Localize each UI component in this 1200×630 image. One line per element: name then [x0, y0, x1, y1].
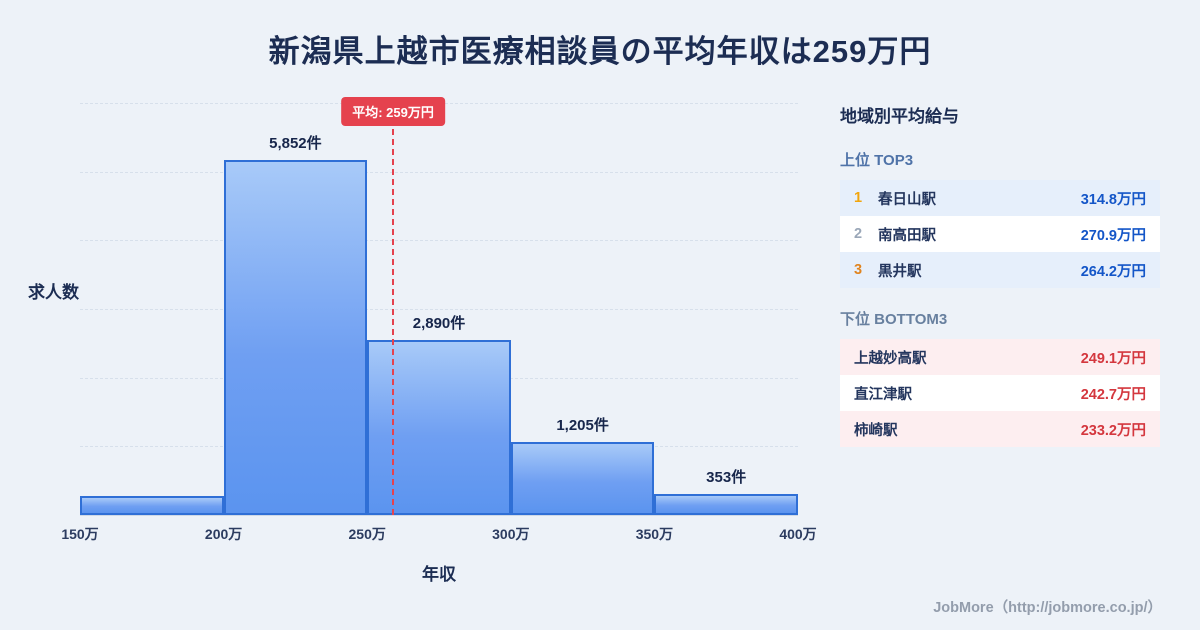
rank-number: 1 — [854, 190, 863, 206]
top3-label: 上位 TOP3 — [840, 152, 914, 169]
x-tick-label: 400万 — [779, 526, 817, 542]
bar-150万-200万 — [80, 495, 224, 515]
footer-credit: JobMore（http://jobmore.co.jp/） — [933, 600, 1162, 616]
bar-value-label: 2,890件 — [412, 314, 466, 332]
rank-number: 2 — [854, 226, 863, 242]
station-salary: 270.9万円 — [1080, 227, 1146, 244]
station-name: 春日山駅 — [878, 191, 936, 208]
x-tick-label: 250万 — [348, 526, 386, 542]
panel-heading: 地域別平均給与 — [840, 107, 959, 126]
station-salary: 249.1万円 — [1080, 350, 1146, 367]
gridline — [80, 309, 798, 310]
station-salary: 233.2万円 — [1080, 422, 1146, 439]
station-row: 3 黒井駅 264.2万円 — [840, 252, 1160, 288]
salary-histogram: 5,852件 2,890件 1,205件 353件 150万 200万 250万 300万 3… — [61, 97, 817, 542]
bar-350万-400万 — [654, 493, 798, 515]
bar-200万-250万 — [223, 160, 368, 515]
x-axis-label: 年収 — [422, 565, 456, 584]
station-salary: 264.2万円 — [1080, 263, 1146, 280]
gridline — [80, 171, 798, 173]
bottom3-table: 上越妙高駅 249.1万円直江津駅 242.7万円柿崎駅 233.2万円 — [840, 339, 1160, 447]
station-row: 上越妙高駅 249.1万円 — [840, 339, 1160, 375]
station-row: 柿崎駅 233.2万円 — [840, 411, 1160, 447]
top3-table: 1 春日山駅 314.8万円 2 南高田駅 270.9万円 3 黒井駅 264.2万円 — [840, 180, 1160, 288]
bar-300万-350万 — [510, 442, 655, 515]
station-salary: 242.7万円 — [1080, 386, 1146, 403]
y-axis-label: 求人数 — [28, 283, 79, 302]
x-tick-label: 150万 — [61, 526, 99, 542]
bar-250万-300万 — [367, 339, 511, 515]
average-badge: 平均: 259万円 — [341, 97, 445, 126]
region-salary-panel: 地域別平均給与 上位 TOP3 1 春日山駅 314.8万円 2 南高田駅 270.9万円… — [840, 102, 1160, 447]
x-tick-label: 350万 — [635, 526, 674, 542]
x-tick-label: 300万 — [492, 526, 530, 542]
station-name: 柿崎駅 — [854, 422, 898, 439]
x-tick-label: 200万 — [204, 526, 243, 542]
gridline — [80, 240, 798, 242]
station-name: 上越妙高駅 — [854, 350, 927, 367]
station-row: 直江津駅 242.7万円 — [840, 375, 1160, 411]
station-row: 1 春日山駅 314.8万円 — [840, 180, 1160, 216]
rank-number: 3 — [854, 262, 863, 278]
page-title: 新潟県上越市医療相談員の平均年収は259万円 — [268, 34, 932, 69]
gridline — [80, 515, 798, 516]
bar-value-label: 5,852件 — [269, 135, 322, 153]
station-name: 黒井駅 — [878, 263, 922, 280]
station-row: 2 南高田駅 270.9万円 — [840, 216, 1160, 252]
station-salary: 314.8万円 — [1080, 191, 1146, 208]
station-name: 直江津駅 — [854, 386, 912, 403]
bottom3-label: 下位 BOTTOM3 — [840, 311, 948, 328]
bar-value-label: 1,205件 — [556, 417, 609, 434]
bar-value-label: 353件 — [706, 468, 747, 486]
station-name: 南高田駅 — [878, 227, 936, 244]
average-dashed-line — [392, 129, 395, 515]
